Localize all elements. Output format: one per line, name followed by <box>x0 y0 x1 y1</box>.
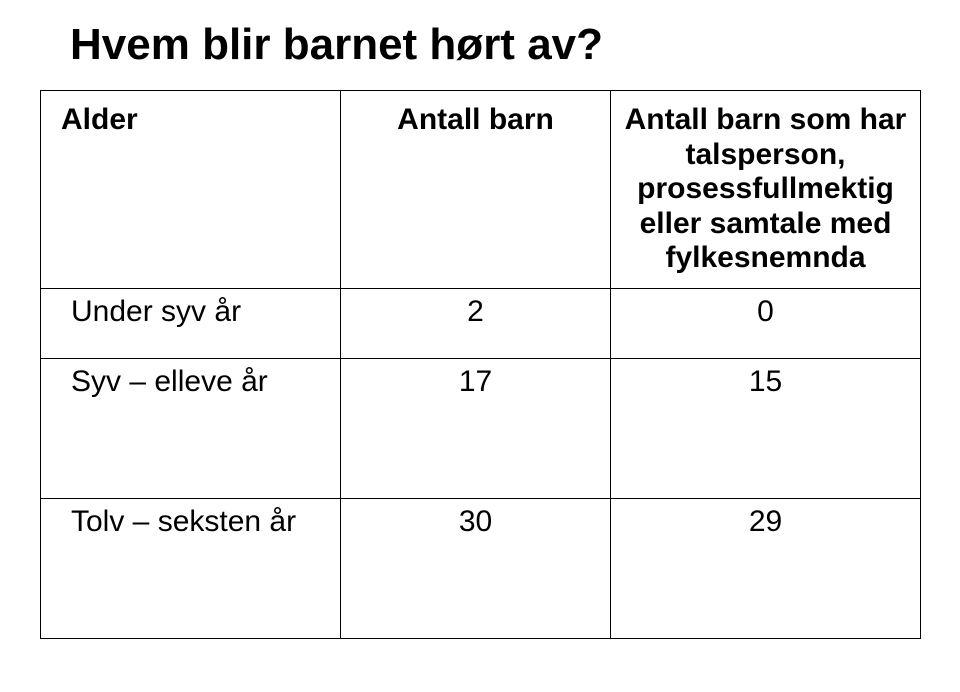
table-row: Syv – elleve år 17 15 <box>41 358 921 498</box>
table-row: Tolv – seksten år 30 29 <box>41 498 921 638</box>
row-label: Under syv år <box>41 288 341 358</box>
row-value-talsperson: 0 <box>611 288 921 358</box>
col-header-antall-barn-talsperson: Antall barn som har talsperson, prosessf… <box>611 91 921 289</box>
row-label: Tolv – seksten år <box>41 498 341 638</box>
page-title: Hvem blir barnet hørt av? <box>70 20 920 70</box>
col-header-alder: Alder <box>41 91 341 289</box>
row-value-talsperson: 15 <box>611 358 921 498</box>
data-table: Alder Antall barn Antall barn som har ta… <box>40 90 921 639</box>
row-value-antall: 2 <box>341 288 611 358</box>
col-header-antall-barn: Antall barn <box>341 91 611 289</box>
row-value-antall: 17 <box>341 358 611 498</box>
row-value-talsperson: 29 <box>611 498 921 638</box>
table-header-row: Alder Antall barn Antall barn som har ta… <box>41 91 921 289</box>
row-value-antall: 30 <box>341 498 611 638</box>
row-label: Syv – elleve år <box>41 358 341 498</box>
page: Hvem blir barnet hørt av? Alder Antall b… <box>0 0 960 692</box>
table-row: Under syv år 2 0 <box>41 288 921 358</box>
